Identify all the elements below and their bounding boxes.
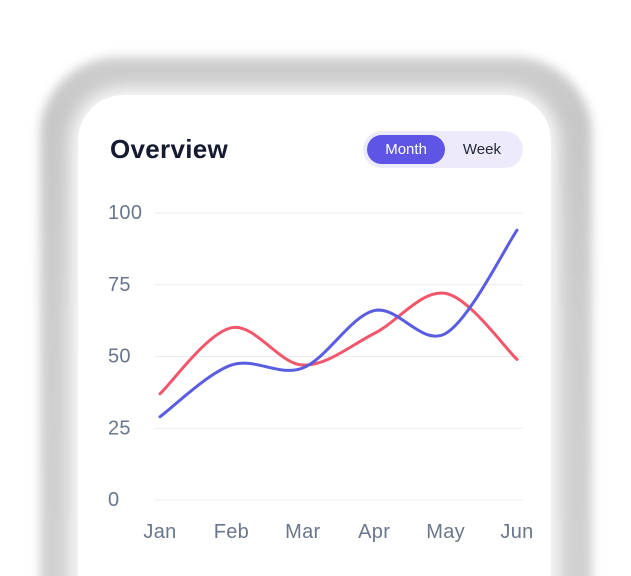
page-title: Overview — [110, 134, 229, 164]
toggle-month-button[interactable]: Month — [367, 135, 445, 164]
card-header: Overview Month Week — [78, 95, 551, 168]
device-screen: Overview Month Week — [78, 95, 551, 576]
period-toggle[interactable]: Month Week — [363, 131, 523, 168]
toggle-week-button[interactable]: Week — [445, 135, 519, 164]
